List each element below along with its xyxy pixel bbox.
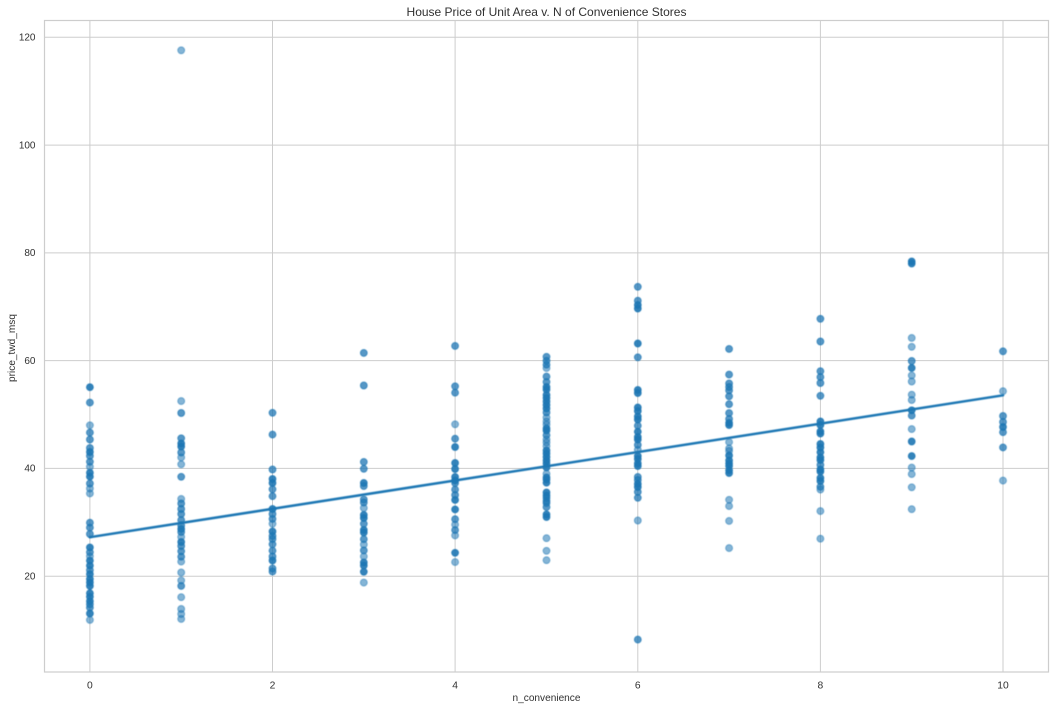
svg-text:8: 8: [818, 680, 824, 691]
svg-text:House Price of Unit Area v. N: House Price of Unit Area v. N of Conveni…: [407, 5, 687, 19]
svg-text:100: 100: [19, 140, 36, 151]
svg-text:n_convenience: n_convenience: [513, 693, 581, 704]
svg-text:120: 120: [19, 33, 36, 44]
svg-text:6: 6: [635, 680, 641, 691]
svg-text:80: 80: [24, 248, 36, 259]
svg-text:20: 20: [24, 572, 36, 583]
svg-text:10: 10: [997, 680, 1009, 691]
svg-text:60: 60: [24, 356, 36, 367]
svg-text:0: 0: [87, 680, 93, 691]
svg-text:2: 2: [270, 680, 276, 691]
svg-text:4: 4: [452, 680, 458, 691]
svg-text:40: 40: [24, 464, 36, 475]
svg-text:price_twd_msq: price_twd_msq: [7, 314, 18, 382]
